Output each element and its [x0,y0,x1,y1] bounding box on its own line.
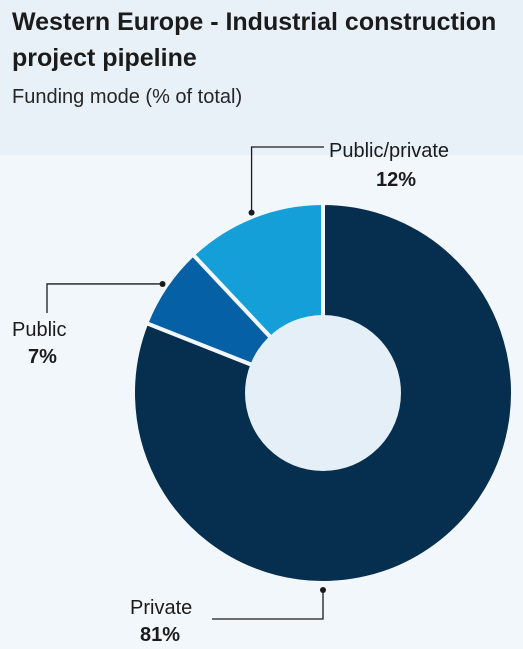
leader-dot [320,587,326,593]
slice-label: Public/private [329,140,449,162]
leader-dot [248,209,255,216]
chart-title: Western Europe - Industrial construction… [12,8,497,72]
slice-value-label: 12% [376,169,416,191]
leader-line [212,590,324,620]
donut-center [245,315,401,471]
leader-dot [159,280,166,287]
slice-value-label: 7% [28,346,57,368]
slice-value-label: 81% [140,624,180,646]
leader-line [46,283,163,313]
slice-label: Private [130,597,192,619]
slice-label: Public [12,319,66,341]
callout-labels: Private 81% Public 7% Public/private 12% [12,140,449,646]
chart-subtitle: Funding mode (% of total) [12,86,243,108]
header-band [0,0,523,155]
leader-line [250,146,324,213]
callout-leaders [46,146,326,620]
